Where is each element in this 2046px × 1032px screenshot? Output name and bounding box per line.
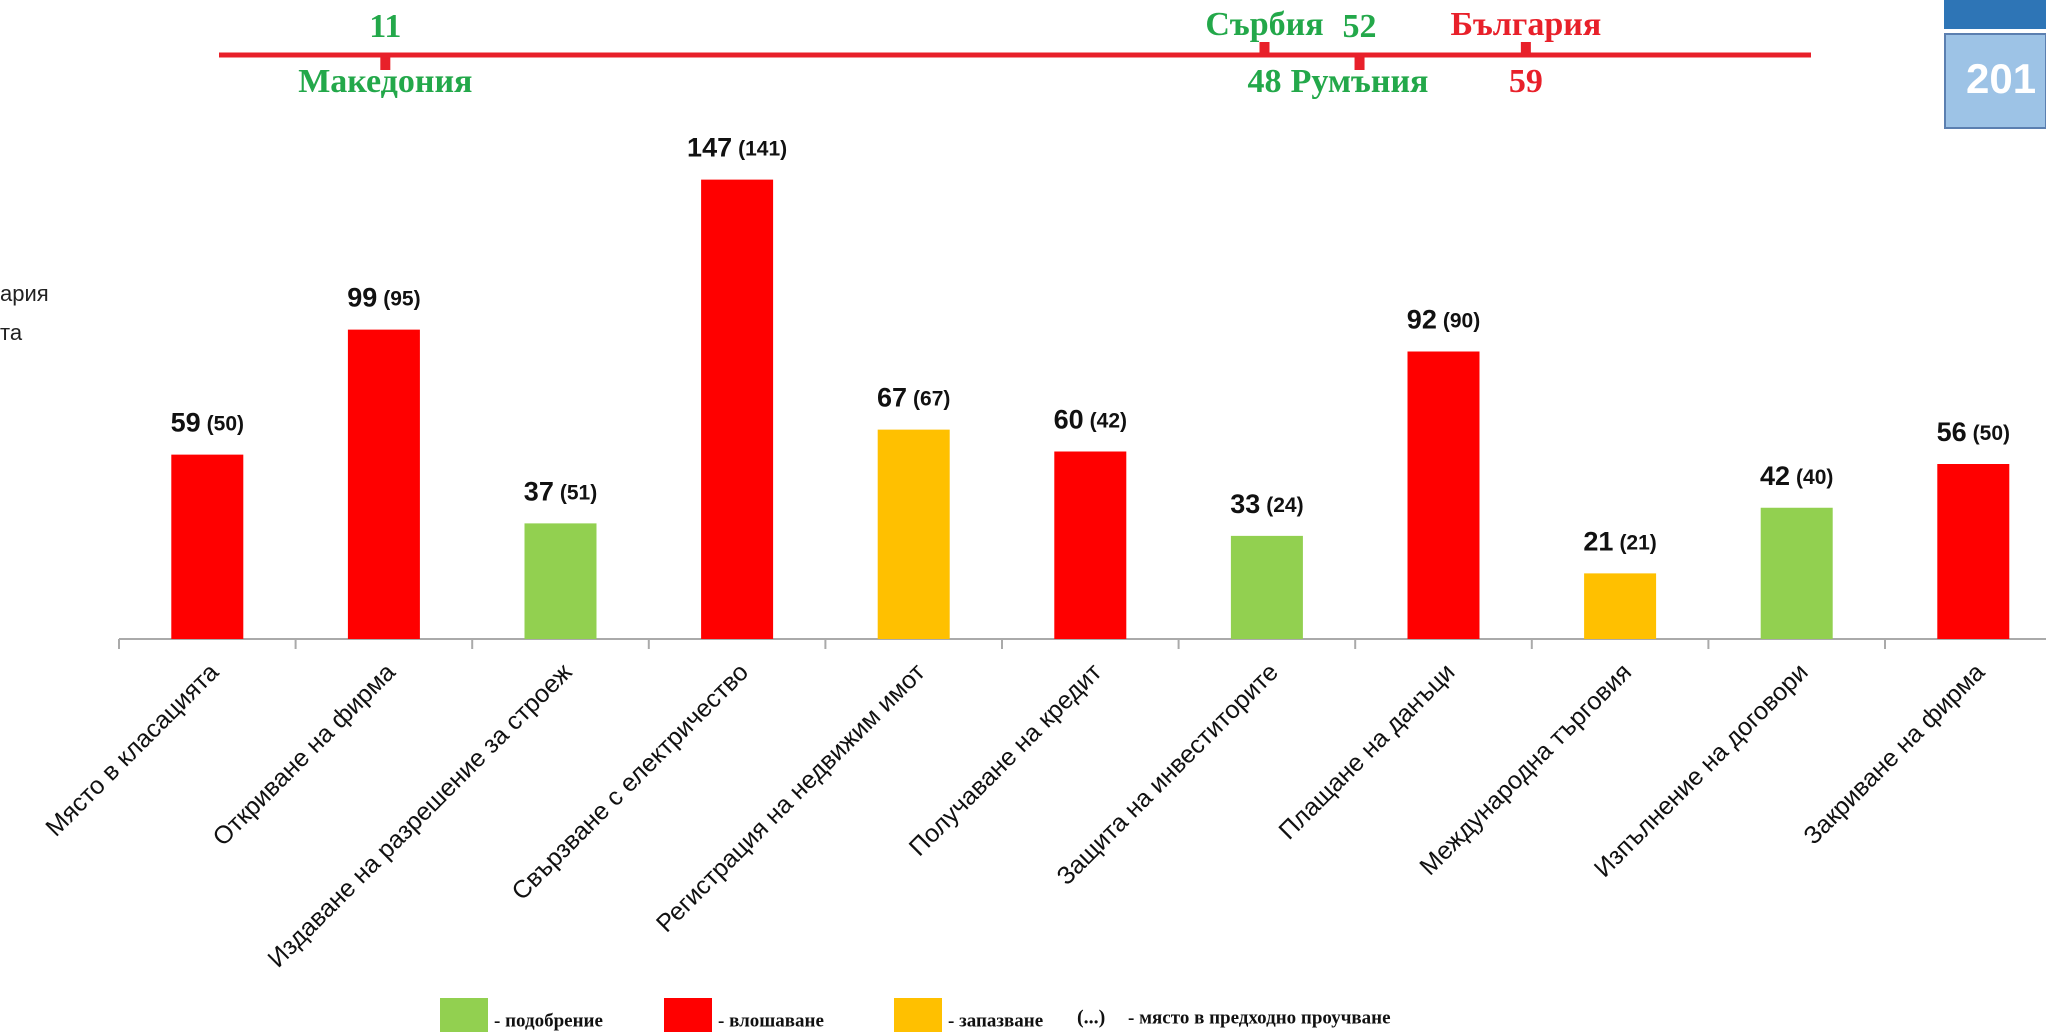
bar xyxy=(1230,535,1303,639)
bar-label: 42 (40) xyxy=(1760,461,1833,491)
badge-box xyxy=(1944,33,2046,129)
bar xyxy=(701,179,774,639)
country-rank: 59 xyxy=(1509,63,1543,100)
bar-label: 92 (90) xyxy=(1407,305,1480,335)
bar xyxy=(171,454,244,639)
ranking-tick xyxy=(1354,55,1365,70)
previous-rank: (42) xyxy=(1090,409,1127,432)
previous-rank: (141) xyxy=(738,137,787,160)
previous-rank: (67) xyxy=(913,387,950,410)
bar-value: 60 xyxy=(1054,405,1084,435)
bar-value: 92 xyxy=(1407,305,1437,335)
previous-rank: (24) xyxy=(1266,493,1303,516)
previous-rank: (90) xyxy=(1443,309,1480,332)
bar-label: 99 (95) xyxy=(347,283,420,313)
bar-label: 60 (42) xyxy=(1054,405,1127,435)
legend-label: - място в предходно проучване xyxy=(1128,1007,1391,1028)
x-tick-label: Плащане на данъци xyxy=(1273,658,1460,845)
bar-label: 147 (141) xyxy=(687,133,787,163)
country-rank: 48 xyxy=(1247,63,1281,100)
bar xyxy=(1937,464,2010,639)
x-tick-label: Откриване на фирма xyxy=(207,658,400,851)
country-rank: 52 xyxy=(1343,8,1377,45)
legend-label: - влошаване xyxy=(718,1010,824,1031)
bar-value: 33 xyxy=(1230,489,1260,519)
previous-rank: (50) xyxy=(207,412,244,435)
bar-label: 21 (21) xyxy=(1583,527,1656,557)
ranking-tick xyxy=(1520,42,1531,57)
legend-symbol: (...) xyxy=(1077,1007,1105,1029)
previous-rank: (51) xyxy=(560,481,597,504)
country-name: Сърбия xyxy=(1205,6,1323,43)
bar xyxy=(347,329,420,639)
x-tick-label: Закриване на фирма xyxy=(1798,658,1990,850)
bar xyxy=(877,429,950,639)
bar xyxy=(1407,351,1480,639)
legend-swatch xyxy=(894,998,942,1032)
bar-label: 33 (24) xyxy=(1230,489,1303,519)
bar-value: 59 xyxy=(171,408,201,438)
bar-value: 56 xyxy=(1937,417,1967,447)
bar-value: 99 xyxy=(347,283,377,313)
country-name: Румъния xyxy=(1291,63,1429,100)
badge-text: 201 xyxy=(1966,55,2036,102)
country-rank: 11 xyxy=(369,8,401,45)
bar-value: 42 xyxy=(1760,461,1790,491)
country-name: България xyxy=(1451,6,1602,43)
bar-label: 67 (67) xyxy=(877,383,950,413)
legend-label: - запазване xyxy=(948,1010,1043,1031)
cut-text: ария xyxy=(0,281,49,306)
x-tick-label: Получаване на кредит xyxy=(904,658,1108,862)
cut-text: та xyxy=(0,320,23,345)
bar-value: 147 xyxy=(687,133,732,163)
bar-label: 56 (50) xyxy=(1937,417,2010,447)
bar-label: 59 (50) xyxy=(171,408,244,438)
previous-rank: (40) xyxy=(1796,465,1833,488)
x-tick-label: Издаване на разрешение за строеж xyxy=(262,658,577,973)
x-tick-label: Място в класацията xyxy=(40,658,224,842)
bar-label: 37 (51) xyxy=(524,477,597,507)
bar-value: 37 xyxy=(524,477,554,507)
legend-swatch xyxy=(440,998,488,1032)
legend-label: - подобрение xyxy=(494,1010,603,1031)
bar-value: 21 xyxy=(1583,527,1613,557)
country-name: Македония xyxy=(298,63,472,100)
bar-value: 67 xyxy=(877,383,907,413)
previous-rank: (21) xyxy=(1619,531,1656,554)
bar xyxy=(1760,507,1833,639)
legend-swatch xyxy=(664,998,712,1032)
previous-rank: (95) xyxy=(383,287,420,310)
previous-rank: (50) xyxy=(1973,422,2010,445)
ranking-tick xyxy=(380,55,391,70)
bar xyxy=(1054,451,1127,639)
bar xyxy=(1584,573,1657,639)
badge-top xyxy=(1944,0,2046,29)
bar xyxy=(524,523,597,639)
ranking-tick xyxy=(1259,42,1270,57)
